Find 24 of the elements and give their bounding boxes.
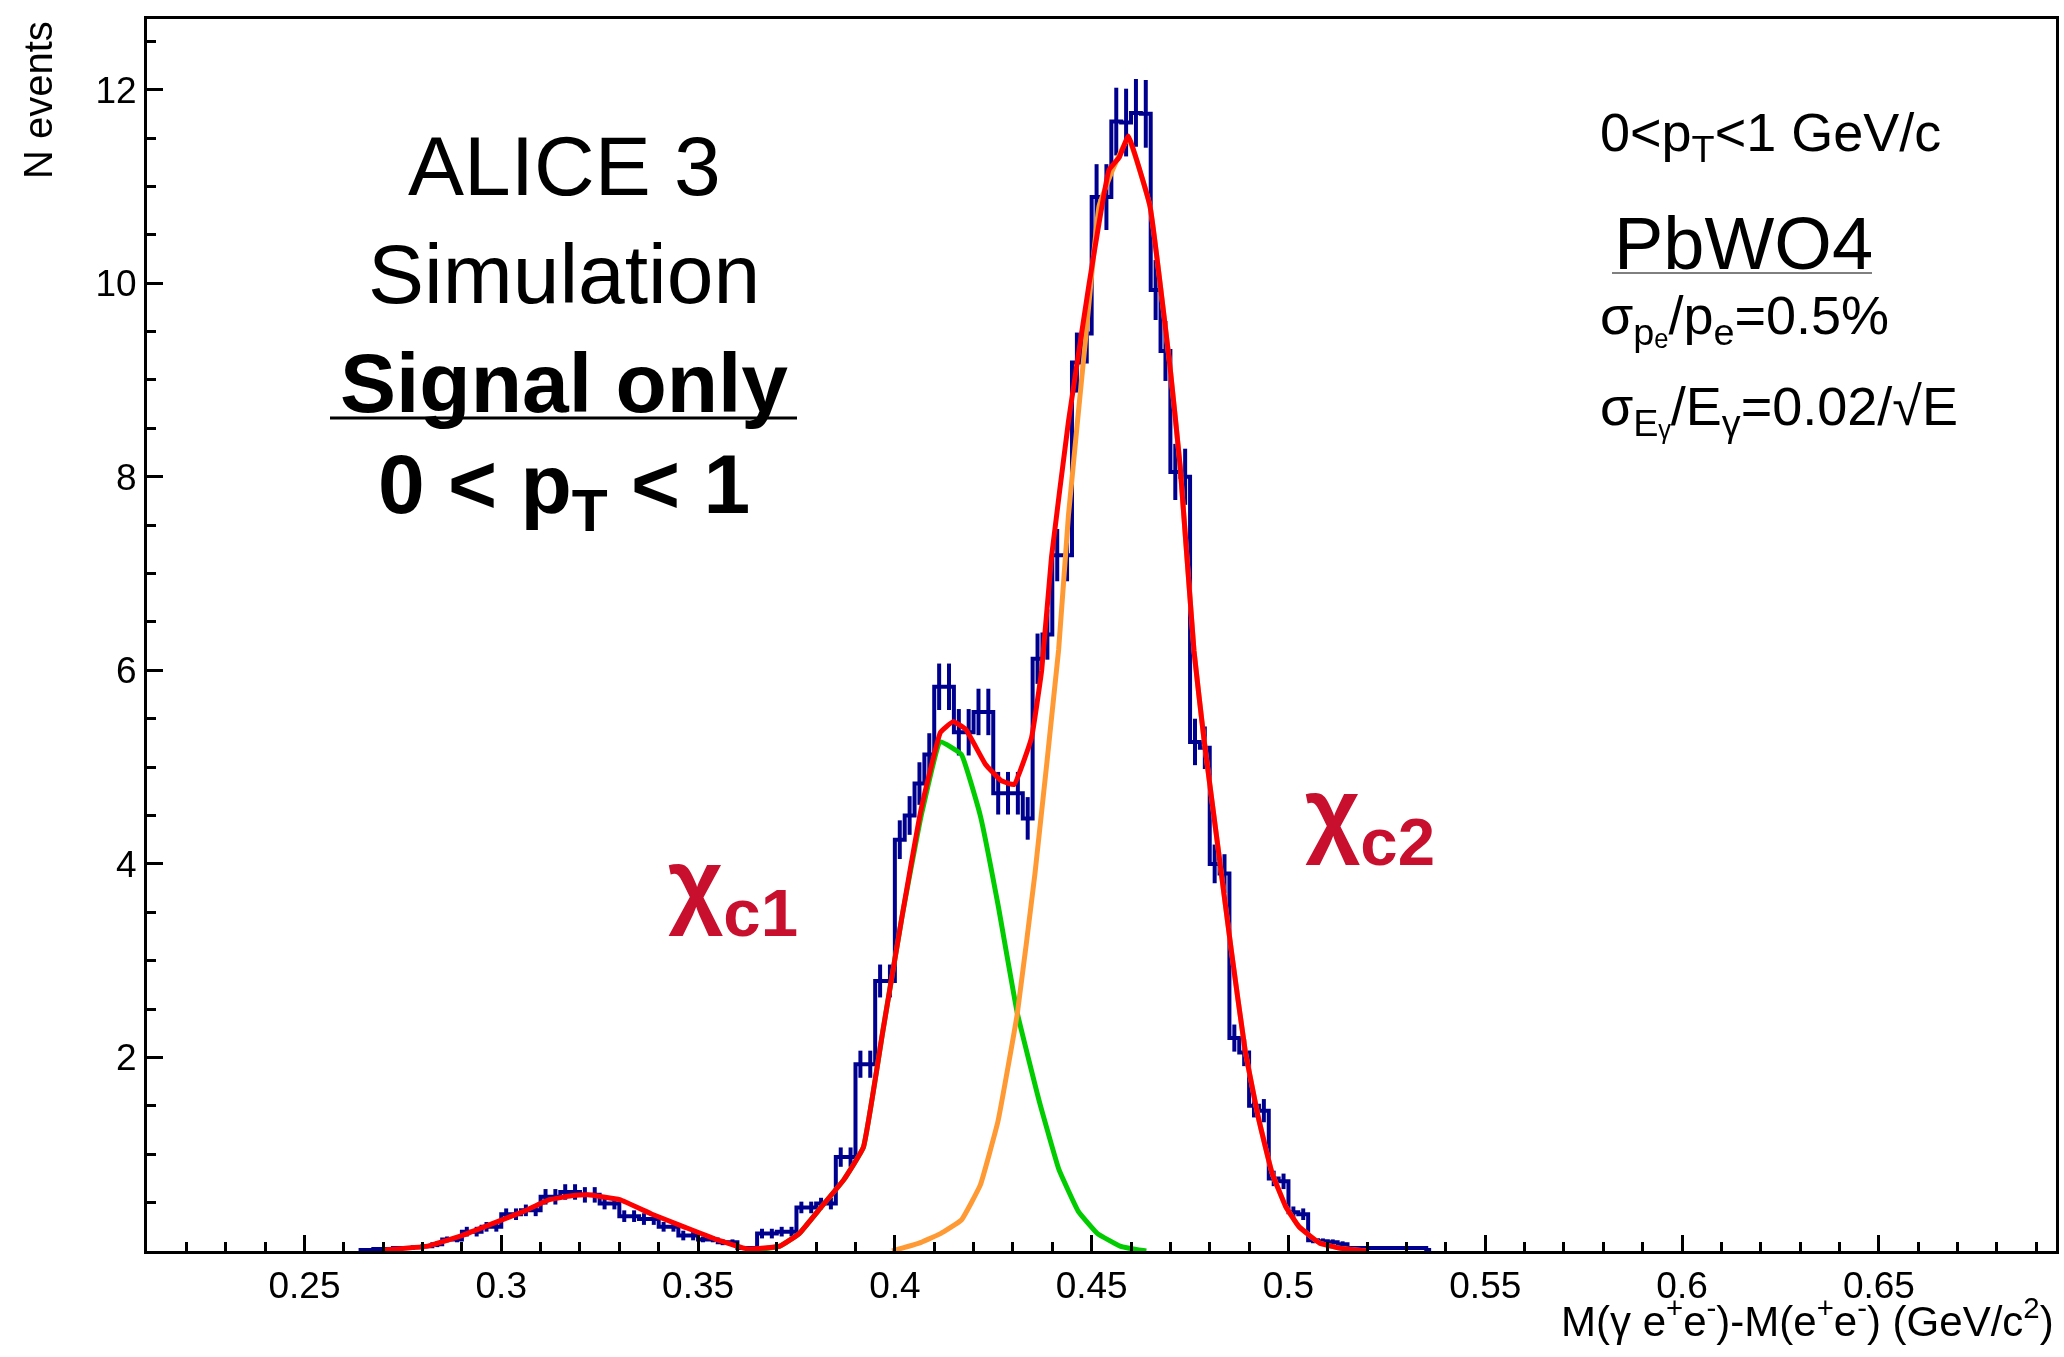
y-tick-label: 8 <box>116 456 137 498</box>
y-tick-label: 10 <box>95 263 137 305</box>
annotation: 0<p$_{T}$<1 GeV/c <box>1600 102 1942 171</box>
y-tick-label: 6 <box>116 650 137 692</box>
annotation: σ$_{Eᵧ}$/E$_{γ}$=0.02/√E <box>1600 376 1958 445</box>
x-tick-label: 0.4 <box>869 1265 921 1307</box>
x-tick-label: 0.55 <box>1449 1265 1522 1307</box>
annotation: Signal only <box>340 336 789 430</box>
annotation: PbWO4 <box>1614 202 1874 285</box>
annotation: σ$_{pₑ}$/p$_{e}$=0.5% <box>1600 285 1890 354</box>
y-tick-label: 12 <box>95 69 137 111</box>
x-tick-label: 0.25 <box>268 1265 341 1307</box>
y-tick-label: 2 <box>116 1037 137 1079</box>
annotation: Simulation <box>368 227 761 321</box>
x-tick-label: 0.5 <box>1262 1265 1315 1307</box>
annotation: χ$_{c1}$ <box>668 829 798 951</box>
x-tick-label: 0.3 <box>475 1265 527 1307</box>
y-axis-title: N events <box>16 21 60 179</box>
x-tick-label: 0.35 <box>662 1265 735 1307</box>
y-tick-label: 4 <box>116 843 137 885</box>
annotation: 0 < p$_{T}$ < 1 <box>378 437 751 543</box>
annotation: χ$_{c2}$ <box>1305 758 1435 880</box>
x-tick-label: 0.45 <box>1055 1265 1128 1307</box>
annotation: ALICE 3 <box>408 119 721 213</box>
